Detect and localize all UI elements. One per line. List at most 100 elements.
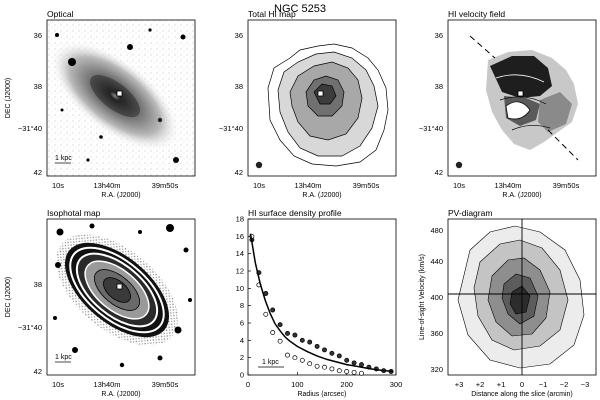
- profile-fit-line: [249, 233, 394, 373]
- profile-xtick-label: 200: [340, 380, 353, 389]
- optical-ytick: 38: [34, 82, 42, 91]
- profile-point-open: [292, 355, 298, 361]
- profile-point-filled: [359, 362, 364, 368]
- velocity-xlabel: R.A. (J2000): [502, 192, 541, 199]
- isophotal-contours: [47, 219, 195, 375]
- optical-ylabel: DEC (J2000): [5, 78, 12, 118]
- profile-point-filled: [285, 330, 290, 336]
- isophotal-ytick: −31°40: [18, 323, 42, 332]
- velocity-xtick: 10s: [453, 181, 465, 190]
- isophotal-ytick: 42: [34, 367, 42, 376]
- profile-point-open: [336, 368, 342, 374]
- profile-point-open: [263, 311, 269, 317]
- total-hi-ytick: −31°40: [219, 124, 243, 133]
- profile-point-filled: [277, 322, 283, 328]
- total-hi-ytick: 38: [235, 82, 243, 91]
- optical-image: [47, 20, 195, 176]
- pv-xtick: −1: [539, 380, 548, 389]
- total-hi-title: Total HI map: [248, 9, 296, 19]
- velocity-xtick: 39m50s: [553, 181, 580, 190]
- profile-point-open: [359, 370, 364, 376]
- pv-ytick: 360: [430, 329, 443, 338]
- velocity-ytick: 36: [435, 31, 443, 40]
- velocity-title: HI velocity field: [448, 9, 505, 19]
- profile-ytick-label: 16: [236, 232, 244, 241]
- optical-scalebar-label: 1 kpc: [55, 155, 72, 162]
- optical-xlabel: R.A. (J2000): [101, 192, 140, 199]
- total-hi-contours: [255, 43, 389, 169]
- profile-marks: [249, 233, 394, 376]
- panel-optical: Optical 1 kpc 36 38 −31°40 42 10s 13h40m…: [5, 9, 196, 199]
- profile-point-open: [270, 330, 276, 335]
- pv-xtick: +1: [497, 380, 506, 389]
- profile-point-filled: [292, 332, 298, 338]
- pv-xtick: +3: [455, 380, 464, 389]
- profile-point-open: [351, 369, 357, 375]
- total-hi-xtick: 39m50s: [353, 181, 380, 190]
- profile-point-filled: [336, 353, 342, 359]
- profile-point-filled: [307, 339, 313, 345]
- profile-ytick-label: 12: [236, 267, 244, 276]
- pv-xtick: 0: [520, 380, 524, 389]
- isophotal-ytick: 38: [34, 280, 42, 289]
- profile-xtick-label: 100: [291, 380, 304, 389]
- profile-xtick-label: 300: [390, 380, 403, 389]
- pv-xtick: +2: [476, 380, 485, 389]
- profile-ytick-label: 4: [240, 336, 244, 345]
- profile-point-filled: [270, 307, 276, 313]
- optical-title: Optical: [47, 9, 74, 19]
- pv-ytick: 480: [430, 226, 443, 235]
- profile-point-filled: [351, 360, 357, 366]
- velocity-ytick: 42: [435, 168, 443, 177]
- optical-ytick: 42: [34, 168, 42, 177]
- profile-point-filled: [344, 357, 350, 363]
- optical-xtick: 10s: [52, 181, 64, 190]
- figure-title: NGC 5253: [274, 3, 326, 15]
- profile-ytick-label: 8: [240, 301, 244, 310]
- profile-point-open: [322, 364, 327, 370]
- profile-scalebar-label: 1 kpc: [262, 359, 279, 366]
- profile-point-open: [285, 352, 290, 358]
- total-hi-xlabel: R.A. (J2000): [302, 192, 341, 199]
- profile-point-open: [277, 338, 283, 344]
- total-hi-xtick: 13h40m: [294, 181, 321, 190]
- panel-total-hi: Total HI map 36 38 −31°40 42 10s 13h40m …: [219, 9, 397, 199]
- isophotal-xtick: 13h40m: [93, 380, 120, 389]
- profile-xlabel: Radius (arcsec): [297, 391, 346, 398]
- velocity-xtick: 13h40m: [494, 181, 521, 190]
- velocity-ytick: 38: [435, 82, 443, 91]
- profile-ytick-label: 2: [240, 353, 244, 362]
- isophotal-xlabel: R.A. (J2000): [101, 391, 140, 398]
- profile-point-open: [329, 366, 335, 372]
- pv-xtick: −3: [581, 380, 590, 389]
- profile-ytick-label: 18: [236, 215, 244, 224]
- optical-ytick: 36: [34, 31, 42, 40]
- total-hi-ytick: 36: [235, 31, 243, 40]
- panel-velocity: HI velocity field 36 38 −31°40 42 10s 13…: [419, 9, 597, 199]
- pv-xtick: −2: [560, 380, 569, 389]
- panel-surface-density: HI surface density profile 0 2 4 6 8 10 12 14 16…: [236, 208, 403, 398]
- profile-ytick-label: 10: [236, 284, 244, 293]
- profile-xtick-label: 0: [246, 380, 250, 389]
- pv-ytick: 400: [430, 293, 443, 302]
- profile-point-filled: [314, 343, 320, 349]
- profile-ticks: 0 2 4 6 8 10 12 14 16 18 0 100 200 300: [236, 215, 403, 390]
- panel-isophotal: Isophotal map 1 kpc 38: [5, 208, 196, 398]
- profile-point-open: [299, 357, 305, 363]
- pv-ytick: 320: [430, 365, 443, 374]
- isophotal-xtick: 10s: [52, 380, 64, 389]
- panel-pv: PV-diagram 320 360 400 440 480 +3 +2 +1 …: [419, 208, 597, 398]
- profile-point-filled: [329, 350, 335, 356]
- optical-ytick: −31°40: [18, 124, 42, 133]
- profile-point-filled: [299, 337, 305, 343]
- profile-point-filled: [322, 347, 327, 353]
- total-hi-xtick: 10s: [253, 181, 265, 190]
- profile-ytick-label: 0: [240, 371, 244, 380]
- pv-xlabel: Distance along the slice (arcmin): [471, 391, 573, 398]
- profile-title: HI surface density profile: [248, 208, 342, 218]
- pv-contours: [448, 219, 596, 375]
- optical-xtick: 13h40m: [93, 181, 120, 190]
- isophotal-scalebar-label: 1 kpc: [55, 354, 72, 361]
- profile-point-open: [314, 363, 320, 369]
